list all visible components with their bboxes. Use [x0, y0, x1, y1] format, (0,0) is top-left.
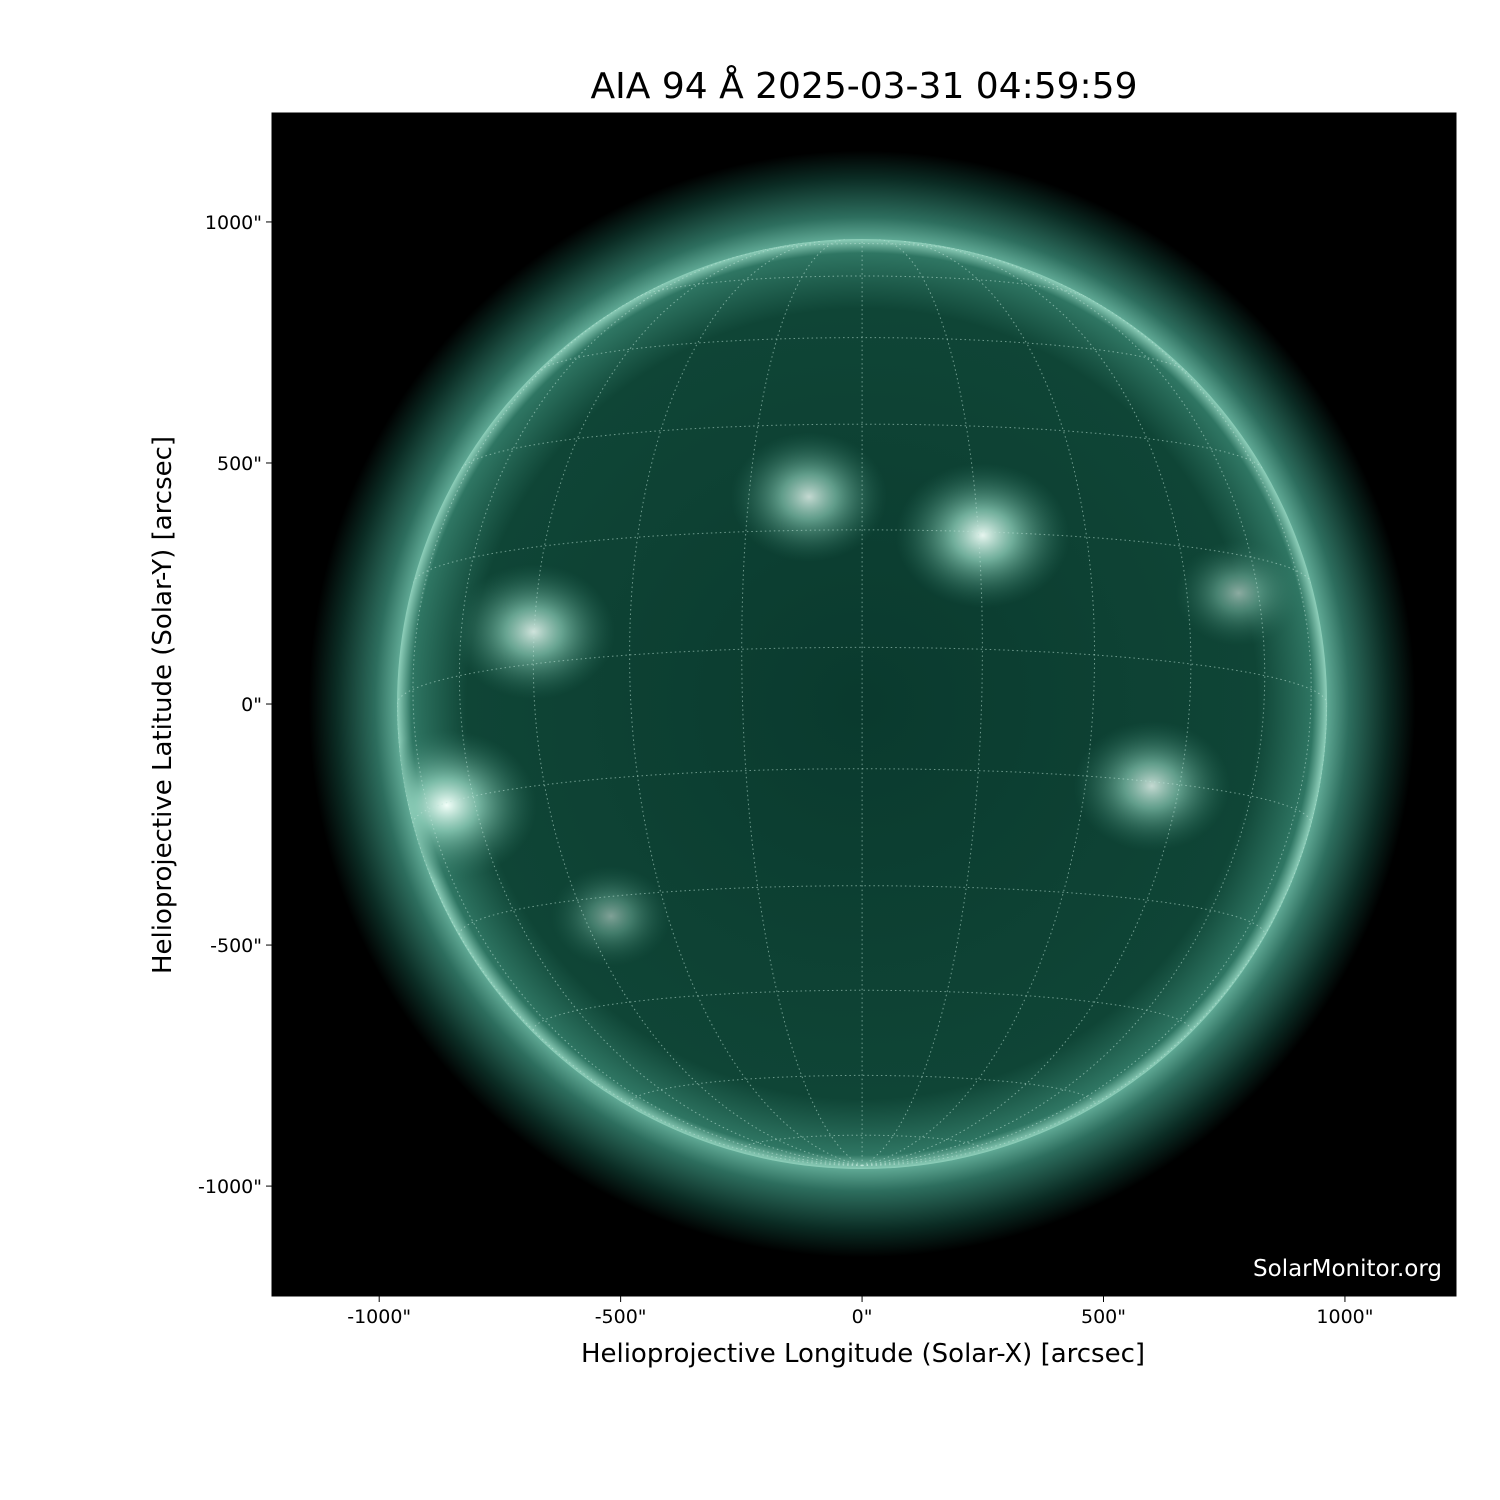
y-tick-label: -1000" — [198, 1176, 262, 1198]
bright-region-4 — [1073, 720, 1230, 851]
latitude-line — [412, 529, 1312, 583]
longitude-line — [532, 242, 863, 1167]
y-tick-label: 0" — [241, 694, 262, 716]
longitude-line — [629, 240, 863, 1167]
y-tick-label: 500" — [217, 453, 262, 475]
longitude-line — [741, 239, 863, 1167]
x-tick-label: 1000" — [1316, 1306, 1373, 1328]
longitude-line — [458, 248, 863, 1167]
latitude-line — [461, 423, 1263, 469]
longitude-line — [861, 240, 1096, 1167]
x-tick-label: 500" — [1081, 1306, 1126, 1328]
y-tick-label: -500" — [210, 935, 262, 957]
longitude-line — [862, 282, 1312, 1167]
watermark: SolarMonitor.org — [1253, 1256, 1442, 1282]
x-tick-label: -500" — [595, 1306, 647, 1328]
y-tick-label: 1000" — [205, 212, 262, 234]
x-tick-label: 0" — [852, 1306, 873, 1328]
longitude-line — [862, 248, 1266, 1167]
longitude-line — [862, 703, 1328, 1167]
latitude-line — [741, 1134, 983, 1150]
latitude-line — [458, 885, 1266, 935]
bright-region-1 — [895, 462, 1070, 608]
bright-region-6 — [1175, 540, 1302, 646]
longitude-line — [397, 703, 863, 1167]
latitude-line — [536, 337, 1189, 373]
bright-region-2 — [452, 564, 615, 700]
y-axis-label: Helioprojective Latitude (Solar-Y) [arcs… — [148, 436, 178, 974]
latitude-line — [755, 243, 969, 252]
bright-region-5 — [550, 866, 671, 967]
x-axis-label: Helioprojective Longitude (Solar-X) [arc… — [581, 1339, 1145, 1369]
longitude-line — [412, 282, 863, 1167]
longitude-line — [861, 239, 983, 1167]
chart-title: AIA 94 Å 2025-03-31 04:59:59 — [590, 66, 1138, 107]
bright-region-3 — [730, 431, 887, 562]
x-tick-label: -1000" — [347, 1306, 411, 1328]
